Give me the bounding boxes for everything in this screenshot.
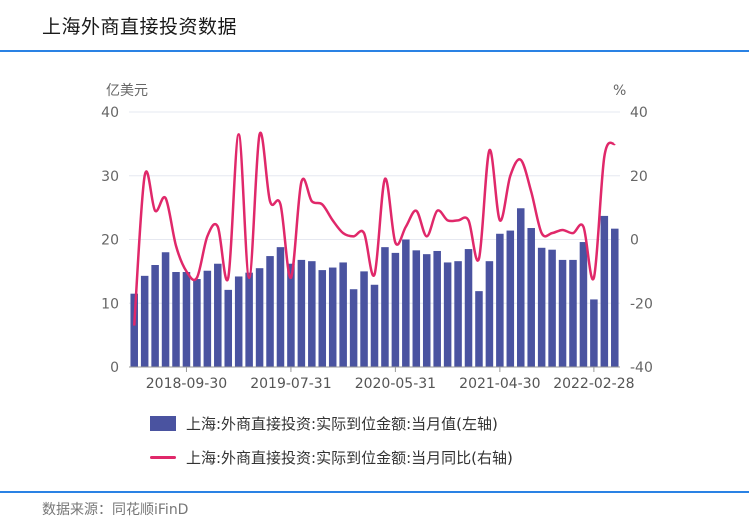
bar <box>433 250 441 367</box>
x-tick-label: 2019-07-31 <box>250 376 331 392</box>
bar <box>579 242 588 367</box>
bar <box>172 272 180 367</box>
bar <box>590 299 598 367</box>
bar <box>370 284 379 367</box>
bar <box>381 247 389 367</box>
right-tick-label: 0 <box>630 233 639 249</box>
bar <box>496 233 504 367</box>
bar <box>308 261 316 367</box>
bar <box>516 208 525 367</box>
right-axis-unit: % <box>613 83 626 99</box>
bar <box>193 279 201 367</box>
bar <box>287 263 295 367</box>
bar <box>151 265 159 367</box>
right-tick-label: -20 <box>630 296 653 312</box>
x-tick-label: 2018-09-30 <box>146 376 227 392</box>
left-tick-label: 40 <box>101 105 119 121</box>
header-divider <box>0 50 749 52</box>
bar <box>537 247 546 367</box>
bar <box>506 230 515 367</box>
bar <box>558 259 567 367</box>
bar <box>328 267 337 367</box>
bar <box>297 259 306 367</box>
bar <box>443 262 452 367</box>
legend-item-bar[interactable]: 上海:外商直接投资:实际到位金额:当月值(左轴) <box>150 410 513 436</box>
bar <box>140 275 149 367</box>
bar <box>130 293 138 367</box>
bar <box>422 254 431 367</box>
bar <box>611 228 619 367</box>
bar <box>464 249 473 367</box>
legend-line-swatch <box>150 455 176 459</box>
x-tick-label: 2021-04-30 <box>459 376 540 392</box>
legend-item-line[interactable]: 上海:外商直接投资:实际到位金额:当月同比(右轴) <box>150 444 513 470</box>
yoy-line <box>132 131 616 326</box>
right-tick-label: 40 <box>630 105 648 121</box>
bar <box>527 228 535 367</box>
left-tick-label: 0 <box>110 360 119 376</box>
page-title: 上海外商直接投资数据 <box>42 16 238 38</box>
left-tick-label: 20 <box>101 233 119 249</box>
legend-bar-label: 上海:外商直接投资:实际到位金额:当月值(左轴) <box>186 414 498 433</box>
bar <box>161 252 170 367</box>
right-tick-label: 20 <box>630 169 648 185</box>
bar <box>276 247 285 367</box>
bar <box>402 239 410 367</box>
bar <box>485 261 494 367</box>
bar <box>266 256 274 367</box>
bar <box>600 215 609 367</box>
bar <box>203 270 212 367</box>
x-tick-label: 2022-02-28 <box>553 376 634 392</box>
source-note: 数据来源：同花顺iFinD <box>42 502 189 518</box>
bar <box>224 289 233 367</box>
left-tick-label: 10 <box>101 296 119 312</box>
bar <box>255 268 264 367</box>
legend-bar-swatch <box>150 415 176 431</box>
chart: 0 10 20 30 40 -40 -20 0 20 40 亿美元 % 2018-09-30 2019-0… <box>101 83 653 392</box>
bar <box>234 276 243 367</box>
bar <box>214 263 222 367</box>
bar <box>182 272 191 367</box>
left-axis-unit: 亿美元 <box>106 83 148 99</box>
right-tick-label: -40 <box>630 360 653 376</box>
bar <box>548 249 556 367</box>
legend: 上海:外商直接投资:实际到位金额:当月值(左轴) 上海:外商直接投资:实际到位金… <box>150 410 513 478</box>
bar <box>245 272 253 367</box>
bar <box>391 252 400 367</box>
bar <box>360 271 368 367</box>
left-tick-label: 30 <box>101 169 119 185</box>
footer-divider <box>0 491 749 493</box>
bar <box>569 259 577 367</box>
bar <box>349 289 358 367</box>
bar <box>475 291 483 367</box>
legend-line-label: 上海:外商直接投资:实际到位金额:当月同比(右轴) <box>186 448 513 467</box>
x-tick-label: 2020-05-31 <box>355 376 436 392</box>
bar <box>339 262 347 367</box>
bar <box>412 250 421 367</box>
bar <box>454 261 462 367</box>
bar <box>318 270 327 367</box>
